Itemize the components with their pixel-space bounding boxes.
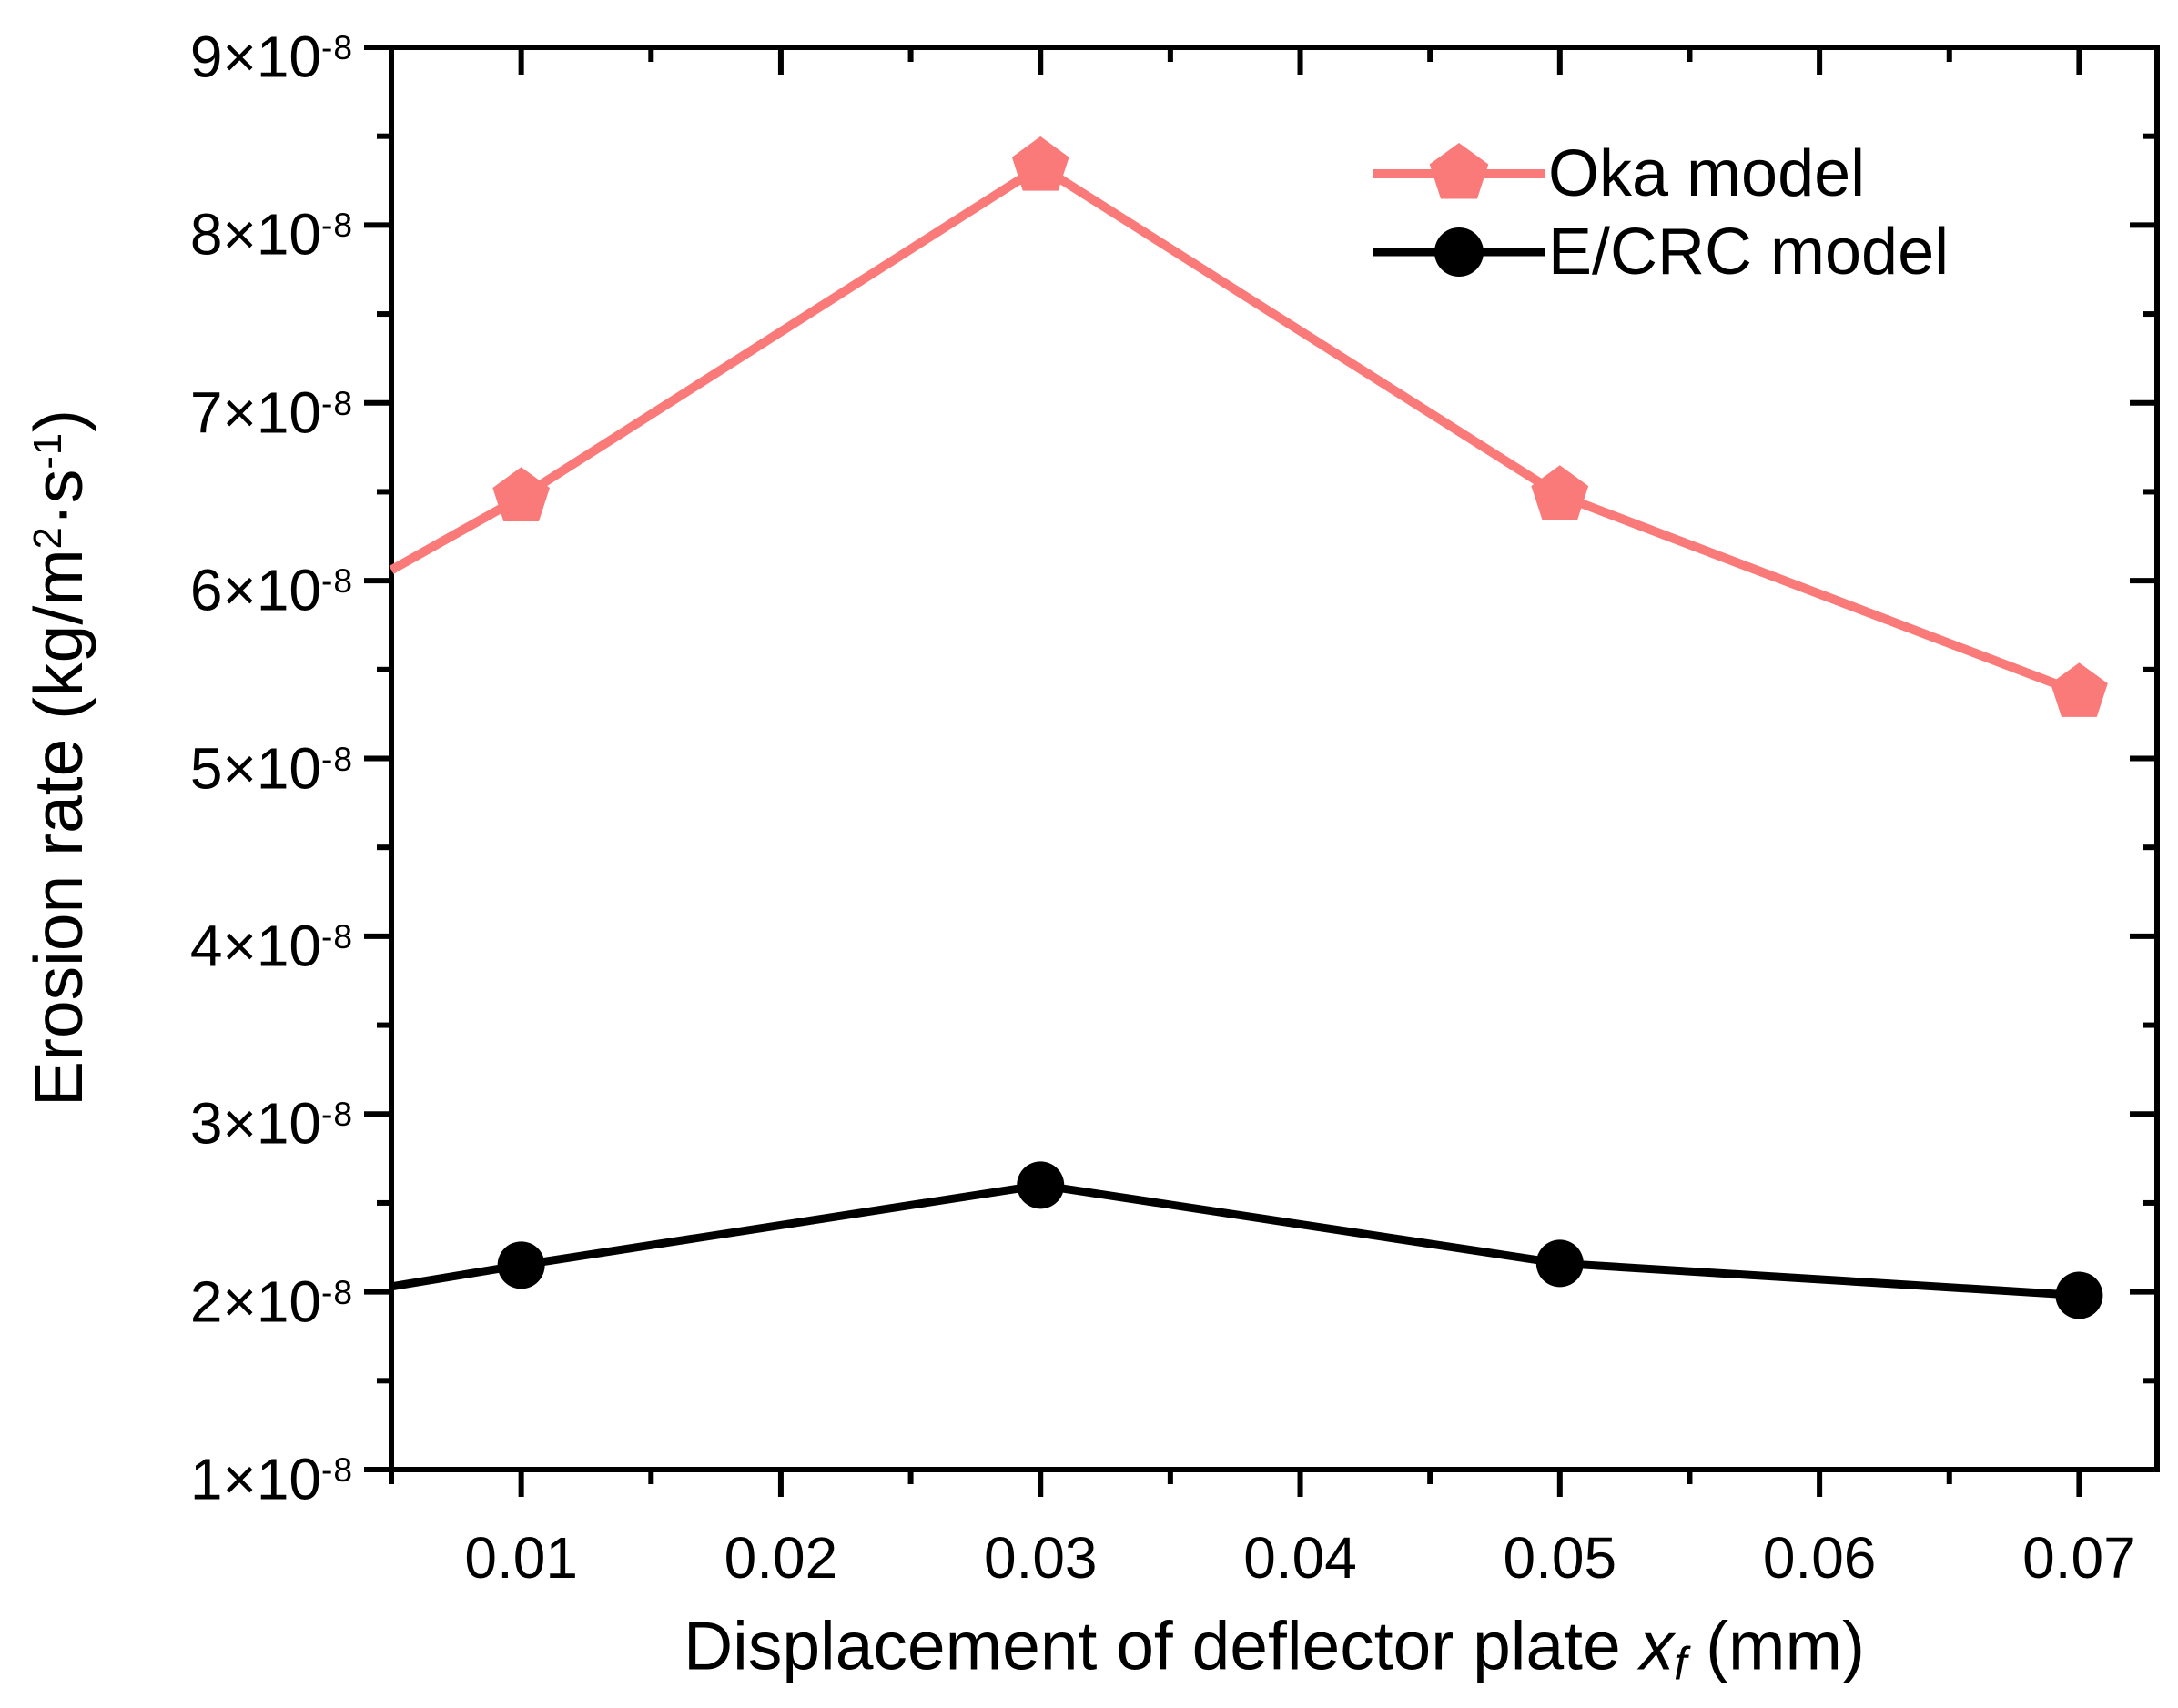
legend-entry-oka-model: Oka model [1370,135,1949,213]
oka-model-data-point [1531,465,1589,520]
x-axis-title-part: (mm) [1687,1607,1865,1684]
y-tick-mantissa: 3 [189,1090,223,1157]
y-tick-mantissa: 4 [189,913,223,979]
y-tick-label: 8×10-8 [0,190,353,268]
legend-label-e-crc-model: E/CRC model [1548,216,1950,288]
y-tick-times-ten: ×10 [222,1090,321,1157]
y-axis-title: Erosion rate (kg/m2·s-1) [19,409,96,1107]
y-tick-exponent: -8 [321,1450,353,1489]
oka-model-data-point [2051,662,2108,717]
y-axis-title-part: ·s [19,469,96,527]
e-crc-model-data-point [497,1241,545,1289]
y-tick-times-ten: ×10 [222,379,321,446]
y-tick-exponent: -8 [321,561,353,601]
x-axis-title-part: Displacement of deflector plate [684,1607,1640,1684]
e-crc-model-data-point [1017,1161,1065,1209]
y-tick-mantissa: 9 [189,24,223,90]
y-tick-label: 7×10-8 [0,369,353,447]
x-tick-label: 0.02 [724,1525,838,1591]
y-tick-mantissa: 7 [189,379,223,446]
x-axis-title-part: f [1674,1637,1687,1690]
y-tick-exponent: -8 [321,383,353,422]
y-tick-times-ten: ×10 [222,24,321,90]
y-tick-mantissa: 2 [189,1268,223,1334]
x-axis-title: Displacement of deflector plate xf (mm) [684,1608,1865,1689]
y-axis-title-part: Erosion rate (kg/m [19,549,96,1107]
legend: Oka model E/CRC model [1370,135,1949,291]
x-tick-label: 0.04 [1243,1525,1357,1591]
y-tick-times-ten: ×10 [222,557,321,623]
y-tick-mantissa: 5 [189,734,223,801]
oka-model-data-point [492,467,550,521]
y-tick-label: 3×10-8 [0,1079,353,1157]
y-tick-times-ten: ×10 [222,1446,321,1512]
y-tick-label: 1×10-8 [0,1435,353,1513]
x-axis-title-part: x [1639,1607,1675,1684]
x-tick-label: 0.05 [1503,1525,1617,1591]
y-axis-title-part: 2 [26,526,71,550]
x-tick-label: 0.03 [983,1525,1098,1591]
y-tick-mantissa: 1 [189,1446,223,1512]
y-tick-label: 9×10-8 [0,13,353,91]
y-tick-times-ten: ×10 [222,734,321,801]
y-tick-times-ten: ×10 [222,1268,321,1334]
y-tick-times-ten: ×10 [222,913,321,979]
legend-label-oka-model: Oka model [1548,137,1866,210]
y-tick-exponent: -8 [321,739,353,778]
y-tick-exponent: -8 [321,1095,353,1134]
legend-entry-e-crc-model: E/CRC model [1370,213,1949,291]
y-tick-label: 6×10-8 [0,546,353,624]
x-tick-label: 0.06 [1762,1525,1877,1591]
y-axis-title-part: ) [19,409,96,432]
legend-symbol-oka-model [1373,143,1545,199]
y-tick-exponent: -8 [321,1272,353,1311]
x-tick-label: 0.07 [2022,1525,2136,1591]
e-crc-model-data-point [2055,1271,2103,1319]
legend-marker-oka-model [1429,143,1489,199]
y-tick-label: 2×10-8 [0,1258,353,1336]
y-tick-exponent: -8 [321,916,353,955]
y-axis-title-part: -1 [26,431,71,470]
y-tick-label: 4×10-8 [0,902,353,980]
x-tick-label: 0.01 [464,1525,578,1591]
legend-symbol-e-crc-model [1373,227,1545,277]
y-tick-mantissa: 8 [189,201,223,268]
oka-model-data-point [1011,136,1069,191]
y-tick-exponent: -8 [321,206,353,245]
e-crc-model-series-line [390,1180,2080,1299]
e-crc-model-data-point [1535,1239,1584,1288]
y-tick-mantissa: 6 [189,557,223,623]
legend-marker-e-crc-model [1434,227,1484,277]
y-tick-times-ten: ×10 [222,201,321,268]
y-tick-exponent: -8 [321,28,353,66]
y-tick-label: 5×10-8 [0,724,353,803]
